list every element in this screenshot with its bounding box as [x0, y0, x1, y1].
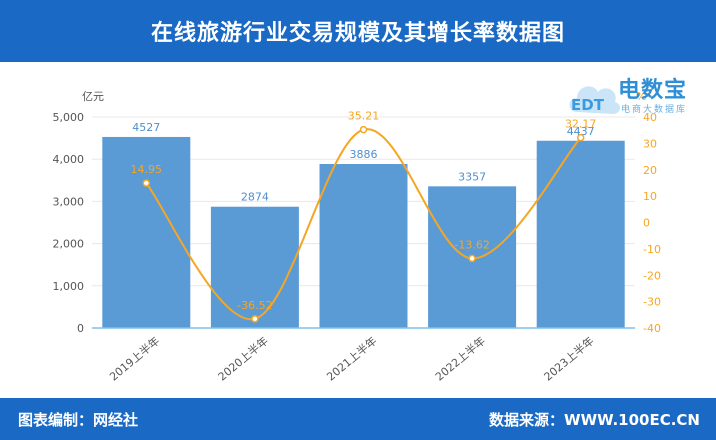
bar-value-label: 2874 [241, 191, 269, 204]
x-tick-label: 2019上半年 [107, 334, 163, 384]
footer-editor: 图表编制：网经社 [18, 411, 139, 429]
chart-title: 在线旅游行业交易规模及其增长率数据图 [150, 21, 565, 46]
bar-value-label: 3886 [350, 148, 378, 161]
logo-subtitle: 电商大数据库 [621, 105, 688, 115]
chart-area: 0 1,000 2,000 3,000 4,000 5,000 -40 -30 -20 -10 0 1… [53, 90, 661, 384]
right-tick-label: 0 [643, 217, 650, 230]
left-axis-unit: 亿元 [82, 90, 104, 103]
right-tick-label: -20 [643, 269, 661, 282]
left-tick-label: 1,000 [53, 280, 85, 293]
line-point [142, 179, 151, 187]
left-tick-label: 4,000 [53, 153, 85, 166]
left-tick-label: 5,000 [53, 111, 85, 124]
left-tick-label: 2,000 [53, 238, 85, 251]
right-tick-label: -10 [643, 243, 661, 256]
bar-value-label: 4437 [567, 125, 595, 138]
left-tick-label: 3,000 [53, 195, 85, 208]
line-value-label: 35.21 [348, 110, 380, 123]
right-tick-label: 40 [643, 111, 657, 124]
right-tick-label: 30 [643, 137, 657, 150]
bar [536, 140, 625, 328]
line-point [359, 125, 368, 134]
x-tick-label: 2022上半年 [432, 334, 488, 384]
right-tick-label: -30 [643, 296, 661, 309]
bar [319, 164, 408, 328]
x-tick-label: 2020上半年 [215, 334, 271, 384]
logo-badge: EDT [571, 96, 605, 114]
footer-bar: 图表编制：网经社 数据来源：WWW.100EC.CN [0, 398, 716, 440]
line-point [576, 133, 585, 142]
right-tick-label: -40 [643, 322, 661, 335]
cloud-logo-icon: EDT [569, 86, 621, 114]
x-tick-label: 2023上半年 [541, 334, 597, 384]
line-value-label: 32.17 [565, 118, 597, 131]
line-point [251, 315, 259, 323]
right-axis-unit: % [636, 90, 646, 103]
right-tick-label: 10 [643, 190, 657, 203]
left-tick-label: 0 [77, 322, 84, 335]
logo-text: 电数宝 [618, 78, 688, 103]
logo: EDT 电数宝 电商大数据库 [565, 68, 715, 124]
footer-source: 数据来源：WWW.100EC.CN [489, 411, 700, 429]
line-value-label: -13.62 [454, 238, 489, 251]
line-value-label: -36.52 [237, 299, 272, 312]
bar [210, 206, 299, 328]
right-tick-label: 20 [643, 164, 657, 177]
title-banner: 在线旅游行业交易规模及其增长率数据图 [0, 0, 716, 62]
bar-value-label: 4527 [132, 121, 160, 134]
line-point [468, 254, 476, 263]
bar-value-label: 3357 [458, 170, 486, 183]
x-tick-label: 2021上半年 [324, 334, 380, 384]
line-value-label: 14.95 [131, 163, 163, 176]
